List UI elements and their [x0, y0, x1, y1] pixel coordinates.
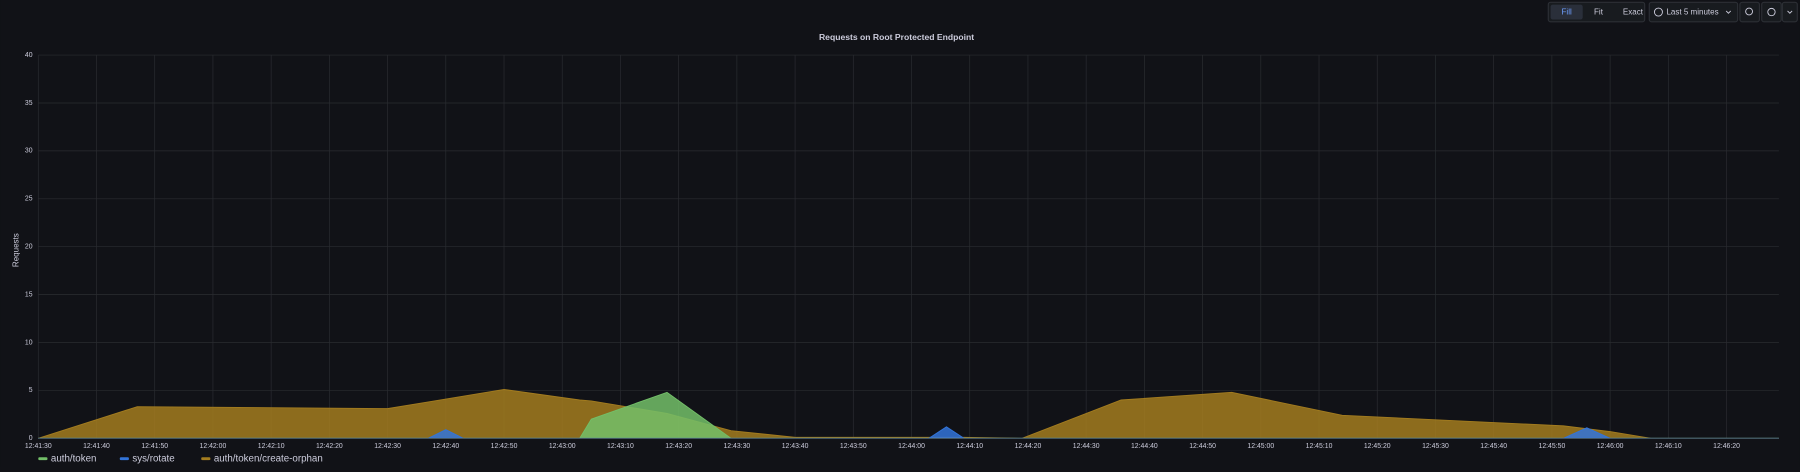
x-tick-label: 12:45:40	[1480, 443, 1507, 450]
chart-title: Requests on Root Protected Endpoint	[819, 32, 974, 42]
x-tick-label: 12:46:20	[1713, 443, 1740, 450]
mode-button-label[interactable]: Fill	[1562, 8, 1572, 17]
x-tick-label: 12:44:50	[1189, 443, 1216, 450]
mode-button-label[interactable]: Exact	[1623, 8, 1644, 17]
legend-label: sys/rotate	[132, 454, 174, 465]
x-tick-label: 12:42:20	[316, 443, 343, 450]
x-tick-label: 12:42:30	[374, 443, 401, 450]
y-tick-label: 25	[25, 196, 33, 203]
x-tick-label: 12:43:30	[723, 443, 750, 450]
y-tick-label: 30	[25, 148, 33, 155]
y-tick-label: 5	[29, 387, 33, 394]
x-tick-label: 12:42:40	[432, 443, 459, 450]
refresh-button[interactable]	[1761, 1, 1782, 23]
x-tick-label: 12:42:10	[258, 443, 285, 450]
time-range[interactable]: Last 5 minutes	[1666, 8, 1718, 17]
zoom-out-button[interactable]	[1739, 1, 1760, 23]
legend-swatch	[119, 457, 129, 461]
zoom-icon	[1745, 7, 1753, 16]
y-tick-label: 15	[25, 291, 33, 298]
mode-button-label[interactable]: Fit	[1594, 8, 1604, 17]
y-tick-label: 10	[25, 339, 33, 346]
x-tick-label: 12:44:10	[956, 443, 983, 450]
x-tick-label: 12:45:00	[1247, 443, 1274, 450]
toolbar: Last 5 minutes Fill Fit Exact	[1547, 1, 1798, 23]
y-tick-label: 20	[25, 244, 33, 251]
legend-swatch	[38, 457, 48, 461]
x-tick-label: 12:46:10	[1655, 443, 1682, 450]
x-tick-label: 12:42:00	[200, 443, 227, 450]
x-tick-label: 12:43:40	[782, 443, 809, 450]
x-tick-label: 12:43:50	[840, 443, 867, 450]
x-tick-label: 12:45:20	[1364, 443, 1391, 450]
refresh-menu[interactable]	[1781, 1, 1798, 23]
x-tick-label: 12:43:10	[607, 443, 634, 450]
legend-label: auth/token/create-orphan	[214, 454, 323, 465]
x-tick-label: 12:45:50	[1539, 443, 1566, 450]
x-tick-label: 12:44:40	[1131, 443, 1158, 450]
caret	[1787, 10, 1793, 14]
x-tick-label: 12:42:50	[491, 443, 518, 450]
y-axis-label: Requests	[12, 233, 21, 267]
x-tick-label: 12:44:20	[1015, 443, 1042, 450]
mode-button[interactable]	[1550, 4, 1583, 20]
x-tick-label: 12:44:30	[1073, 443, 1100, 450]
x-tick-label: 12:41:40	[83, 443, 110, 450]
y-tick-label: 0	[29, 435, 33, 442]
caret	[1725, 10, 1732, 14]
x-tick-label: 12:45:10	[1306, 443, 1333, 450]
x-tick-label: 12:41:50	[141, 443, 168, 450]
x-tick-label: 12:43:00	[549, 443, 576, 450]
legend-label: auth/token	[51, 454, 97, 465]
refresh-icon	[1767, 7, 1776, 17]
legend-swatch	[201, 457, 211, 461]
x-tick-label: 12:44:00	[898, 443, 925, 450]
x-tick-label: 12:41:30	[25, 443, 52, 450]
time-picker[interactable]	[1648, 1, 1739, 23]
y-tick-label: 40	[25, 52, 33, 59]
x-tick-label: 12:46:00	[1597, 443, 1624, 450]
y-tick-label: 35	[25, 100, 33, 107]
clock-icon	[1653, 7, 1663, 17]
x-tick-label: 12:43:20	[665, 443, 692, 450]
x-tick-label: 12:45:30	[1422, 443, 1449, 450]
